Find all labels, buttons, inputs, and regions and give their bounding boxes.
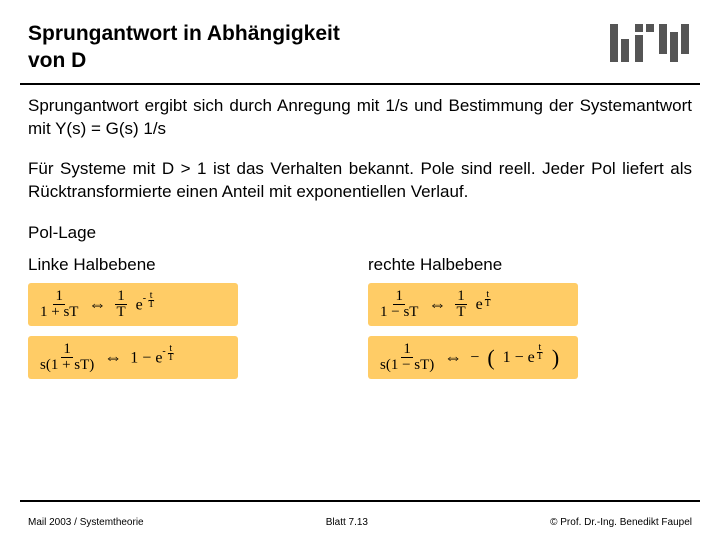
columns: Linke Halbebene 11 + sT ⇔ 1T e-tT 1s(1 +… bbox=[28, 255, 692, 389]
title-line-1: Sprungantwort in Abhängigkeit bbox=[28, 22, 340, 45]
column-left: Linke Halbebene 11 + sT ⇔ 1T e-tT 1s(1 +… bbox=[28, 255, 308, 389]
equation-right-2: 1s(1 − sT) ⇔ − ( 1 − etT ) bbox=[368, 336, 578, 379]
footer-right: © Prof. Dr.-Ing. Benedikt Faupel bbox=[550, 517, 692, 528]
equation-left-1: 11 + sT ⇔ 1T e-tT bbox=[28, 283, 238, 326]
header: Sprungantwort in Abhängigkeit von D bbox=[0, 0, 720, 83]
equation-left-2: 1s(1 + sT) ⇔ 1 − e-tT bbox=[28, 336, 238, 379]
title-line-2: von D bbox=[28, 49, 86, 72]
equation-right-1: 11 − sT ⇔ 1T etT bbox=[368, 283, 578, 326]
footer-left: Mail 2003 / Systemtheorie bbox=[28, 517, 144, 528]
paragraph-3: Pol-Lage bbox=[28, 222, 692, 245]
maps-to-icon: ⇔ bbox=[444, 347, 462, 368]
left-heading: Linke Halbebene bbox=[28, 255, 308, 275]
maps-to-icon: ⇔ bbox=[88, 294, 106, 315]
footer-rule bbox=[20, 500, 700, 502]
content: Sprungantwort ergibt sich durch Anregung… bbox=[0, 85, 720, 390]
page-title: Sprungantwort in Abhängigkeit von D bbox=[28, 20, 340, 75]
footer: Mail 2003 / Systemtheorie Blatt 7.13 © P… bbox=[0, 517, 720, 528]
paragraph-1: Sprungantwort ergibt sich durch Anregung… bbox=[28, 95, 692, 141]
paragraph-2: Für Systeme mit D > 1 ist das Verhalten … bbox=[28, 158, 692, 204]
maps-to-icon: ⇔ bbox=[428, 294, 446, 315]
htw-logo bbox=[610, 24, 692, 67]
column-right: rechte Halbebene 11 − sT ⇔ 1T etT 1s(1 −… bbox=[368, 255, 648, 389]
footer-center: Blatt 7.13 bbox=[326, 517, 368, 528]
maps-to-icon: ⇔ bbox=[104, 347, 122, 368]
right-heading: rechte Halbebene bbox=[368, 255, 648, 275]
